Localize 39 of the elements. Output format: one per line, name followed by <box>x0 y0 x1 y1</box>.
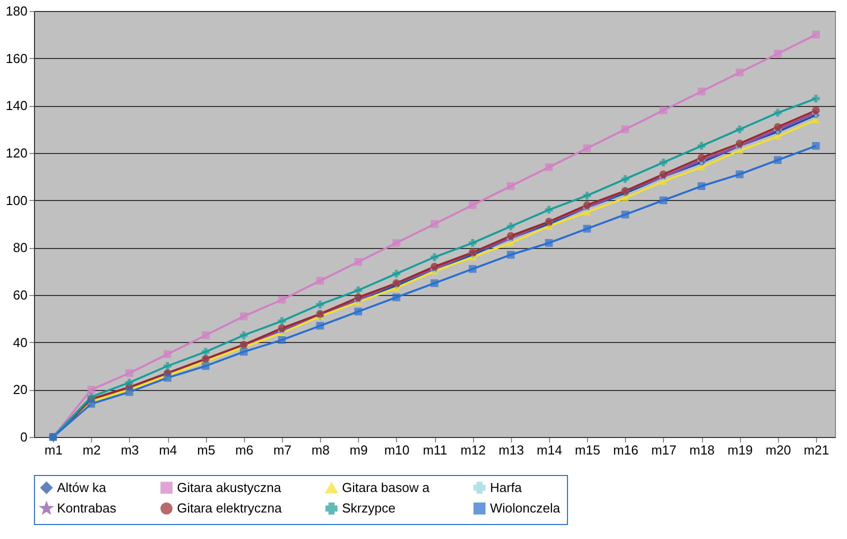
y-tick-label: 180 <box>6 4 28 18</box>
y-tick-label: 20 <box>13 382 28 398</box>
y-tick-label: 60 <box>13 288 28 302</box>
legend-label: Gitara akustyczna <box>177 480 282 495</box>
x-tick-label: m11 <box>422 442 448 458</box>
x-tick-label: m8 <box>312 442 330 458</box>
legend-label: Skrzypce <box>342 500 396 516</box>
legend-label: Gitara basow a <box>342 480 430 496</box>
x-tick-label: m13 <box>498 442 524 458</box>
x-tick-label: m5 <box>197 442 216 458</box>
x-tick-label: m21 <box>804 442 830 458</box>
x-tick-label: m15 <box>574 442 600 458</box>
x-tick-label: m18 <box>689 442 715 458</box>
x-tick-label: m19 <box>727 442 753 458</box>
y-tick-label: 80 <box>13 240 28 256</box>
y-tick-label: 140 <box>6 98 28 114</box>
legend-label: Gitara elektryczna <box>177 500 283 516</box>
x-tick-label: m6 <box>235 442 254 458</box>
legend-label: Wiolonczela <box>490 500 561 516</box>
x-tick-label: m4 <box>158 442 178 458</box>
y-tick-label: 100 <box>6 192 28 208</box>
x-tick-label: m17 <box>651 442 677 458</box>
x-tick-label: m3 <box>120 442 139 458</box>
legend-label: Harfa <box>490 480 523 495</box>
x-tick-label: m9 <box>350 442 368 458</box>
y-tick-label: 120 <box>6 146 28 160</box>
y-tick-label: 160 <box>6 50 28 66</box>
x-tick-label: m2 <box>82 442 101 458</box>
x-tick-label: m14 <box>536 442 562 458</box>
x-tick-label: m20 <box>766 442 791 458</box>
x-tick-label: m10 <box>384 442 410 458</box>
x-tick-label: m7 <box>273 442 292 458</box>
x-tick-label: m16 <box>613 442 638 458</box>
x-tick-label: m1 <box>44 442 63 458</box>
y-tick-label: 40 <box>13 334 28 350</box>
legend-label: Kontrabas <box>57 500 117 516</box>
x-tick-label: m12 <box>460 442 486 458</box>
y-tick-label: 0 <box>20 430 28 444</box>
legend-label: Altów ka <box>57 480 107 495</box>
